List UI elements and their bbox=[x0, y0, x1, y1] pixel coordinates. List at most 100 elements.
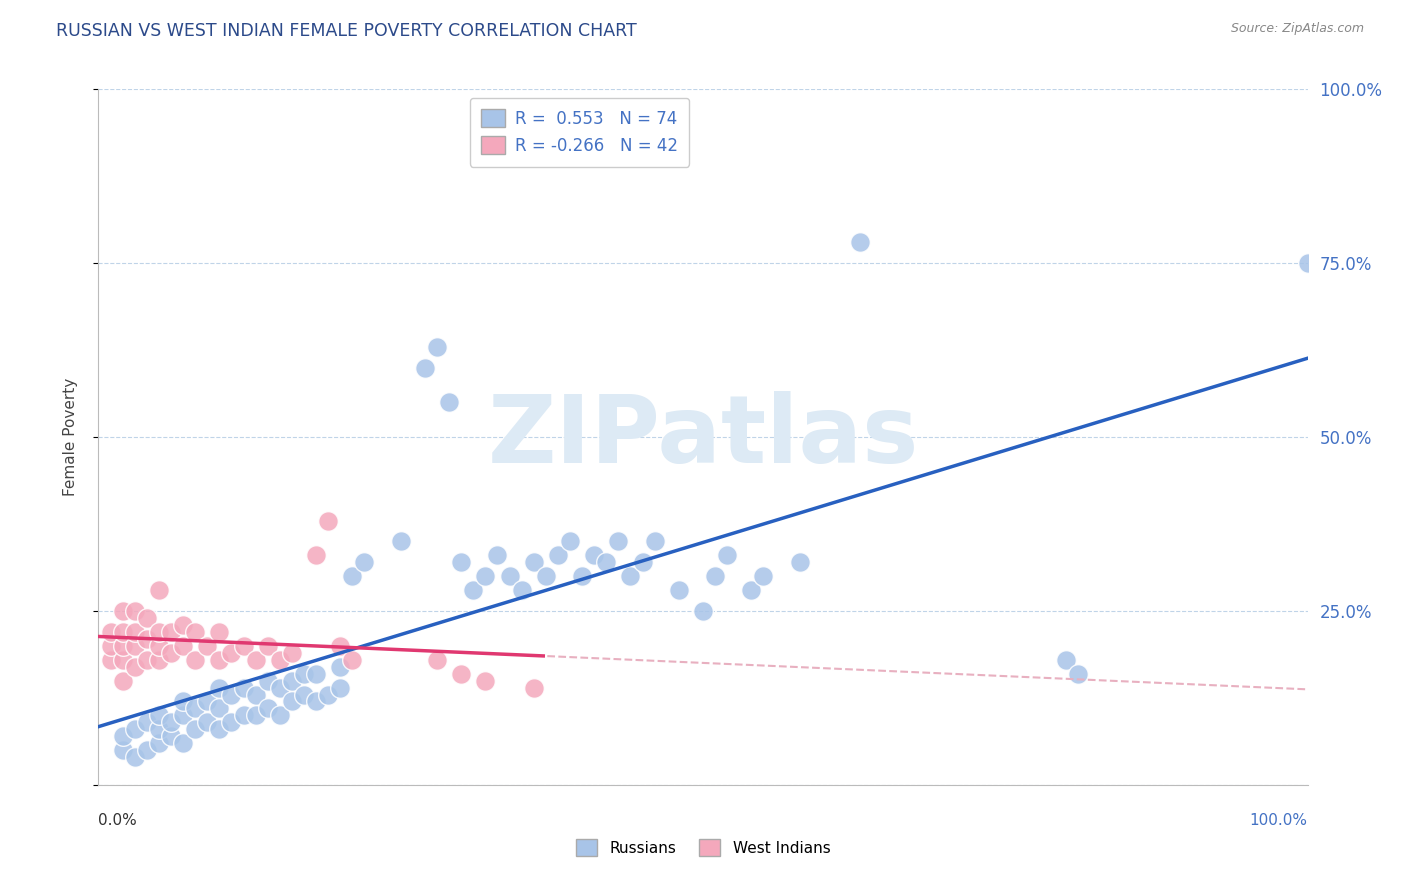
Point bbox=[450, 666, 472, 681]
Point bbox=[571, 569, 593, 583]
Point bbox=[148, 624, 170, 639]
Point bbox=[135, 653, 157, 667]
Point bbox=[184, 701, 207, 715]
Point bbox=[208, 653, 231, 667]
Point bbox=[232, 681, 254, 695]
Point bbox=[135, 611, 157, 625]
Point bbox=[232, 708, 254, 723]
Point bbox=[305, 694, 328, 708]
Point bbox=[184, 624, 207, 639]
Point bbox=[474, 569, 496, 583]
Point bbox=[437, 395, 460, 409]
Point bbox=[523, 555, 546, 569]
Point bbox=[389, 534, 412, 549]
Point bbox=[486, 549, 509, 563]
Point bbox=[184, 723, 207, 737]
Point bbox=[413, 360, 436, 375]
Point bbox=[111, 743, 134, 757]
Point bbox=[195, 694, 218, 708]
Point bbox=[704, 569, 727, 583]
Text: 0.0%: 0.0% bbox=[98, 814, 138, 828]
Point bbox=[1067, 666, 1090, 681]
Point bbox=[160, 646, 183, 660]
Point bbox=[292, 688, 315, 702]
Legend: R =  0.553   N = 74, R = -0.266   N = 42: R = 0.553 N = 74, R = -0.266 N = 42 bbox=[470, 97, 689, 167]
Point bbox=[510, 583, 533, 598]
Point bbox=[232, 639, 254, 653]
Point bbox=[148, 653, 170, 667]
Point bbox=[208, 723, 231, 737]
Point bbox=[342, 653, 364, 667]
Point bbox=[184, 653, 207, 667]
Point bbox=[342, 569, 364, 583]
Point bbox=[148, 639, 170, 653]
Point bbox=[124, 750, 146, 764]
Point bbox=[160, 624, 183, 639]
Point bbox=[305, 666, 328, 681]
Point bbox=[474, 673, 496, 688]
Point bbox=[849, 235, 872, 250]
Point bbox=[329, 639, 352, 653]
Point bbox=[221, 646, 243, 660]
Point bbox=[305, 549, 328, 563]
Point bbox=[111, 639, 134, 653]
Point bbox=[281, 646, 304, 660]
Point bbox=[100, 639, 122, 653]
Point bbox=[124, 639, 146, 653]
Point bbox=[692, 604, 714, 618]
Point bbox=[269, 653, 291, 667]
Point bbox=[245, 708, 267, 723]
Point bbox=[353, 555, 375, 569]
Point bbox=[281, 673, 304, 688]
Point bbox=[668, 583, 690, 598]
Point bbox=[631, 555, 654, 569]
Point bbox=[221, 715, 243, 730]
Point bbox=[256, 673, 278, 688]
Point bbox=[1296, 256, 1319, 270]
Point bbox=[329, 659, 352, 673]
Point bbox=[111, 653, 134, 667]
Point bbox=[558, 534, 581, 549]
Point bbox=[195, 715, 218, 730]
Point bbox=[245, 688, 267, 702]
Point bbox=[148, 708, 170, 723]
Point bbox=[111, 673, 134, 688]
Point bbox=[148, 736, 170, 750]
Point bbox=[269, 708, 291, 723]
Point bbox=[135, 715, 157, 730]
Point bbox=[172, 618, 194, 632]
Point bbox=[292, 666, 315, 681]
Point bbox=[160, 729, 183, 743]
Point bbox=[534, 569, 557, 583]
Point bbox=[111, 624, 134, 639]
Point bbox=[124, 723, 146, 737]
Point bbox=[316, 688, 339, 702]
Point bbox=[450, 555, 472, 569]
Point bbox=[100, 624, 122, 639]
Point bbox=[111, 729, 134, 743]
Point bbox=[619, 569, 641, 583]
Point bbox=[160, 715, 183, 730]
Point bbox=[111, 604, 134, 618]
Point bbox=[172, 694, 194, 708]
Point bbox=[148, 583, 170, 598]
Point bbox=[426, 653, 449, 667]
Point bbox=[208, 701, 231, 715]
Point bbox=[498, 569, 520, 583]
Point bbox=[172, 708, 194, 723]
Point bbox=[523, 681, 546, 695]
Point bbox=[740, 583, 762, 598]
Point bbox=[752, 569, 775, 583]
Point bbox=[100, 653, 122, 667]
Legend: Russians, West Indians: Russians, West Indians bbox=[569, 833, 837, 862]
Point bbox=[463, 583, 485, 598]
Point bbox=[208, 681, 231, 695]
Text: Source: ZipAtlas.com: Source: ZipAtlas.com bbox=[1230, 22, 1364, 36]
Point bbox=[124, 659, 146, 673]
Point bbox=[256, 701, 278, 715]
Point bbox=[644, 534, 666, 549]
Point bbox=[1054, 653, 1077, 667]
Text: 100.0%: 100.0% bbox=[1250, 814, 1308, 828]
Point bbox=[426, 340, 449, 354]
Point bbox=[172, 639, 194, 653]
